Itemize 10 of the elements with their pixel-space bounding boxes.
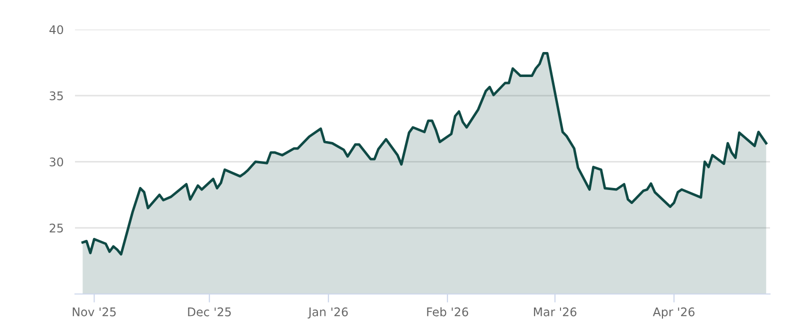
x-tick-label: Mar '26 xyxy=(534,307,576,316)
y-tick-label: 40 xyxy=(49,25,64,34)
x-tick-label: Jan '26 xyxy=(308,307,348,319)
x-tick-label: Feb '26 xyxy=(427,307,468,316)
y-tick-label: 25 xyxy=(50,224,63,233)
y-tick-label: 30 xyxy=(50,157,64,166)
y-tick-label: 35 xyxy=(50,91,63,100)
x-tick-label: Dec '25 xyxy=(188,307,231,316)
x-tick-label: Nov '25 xyxy=(72,307,116,316)
x-tick-label: Apr '26 xyxy=(652,307,694,319)
